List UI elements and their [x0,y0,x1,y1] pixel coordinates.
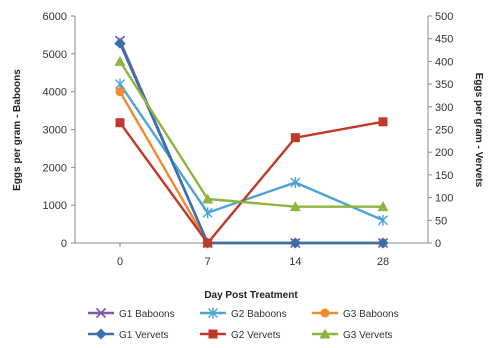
data-point-diamond-marker [114,37,126,49]
x-tick-label: 28 [377,256,389,268]
series-line [119,83,384,222]
data-point-triangle-marker [319,328,331,339]
series-line [119,120,384,245]
legend-label: G3 Vervets [343,330,392,341]
data-point-star-marker [290,176,301,188]
series-g1-baboons [114,35,389,249]
legend-label: G1 Baboons [119,309,175,320]
data-point-triangle-marker [202,193,214,204]
data-point-diamond-marker [377,237,389,249]
x-tick-label: 0 [117,256,123,268]
series-g2-vervets [115,117,388,248]
legend: G1 Baboons G2 Baboons G3 Baboons G1 Vervets… [88,307,399,341]
x-tick-label: 7 [205,256,211,268]
y-tick-label-right: 250 [435,125,453,137]
y-tick-label-right: 0 [435,238,441,250]
data-point-star-marker [378,214,388,226]
y-tick-label-right: 150 [435,170,453,182]
y-tick-label-right: 400 [435,56,453,68]
legend-label: G2 Vervets [231,330,280,341]
data-point-triangle-marker [377,201,389,212]
legend-item: G2 Vervets [200,329,280,341]
data-point-diamond-marker [95,328,107,340]
y-tick-label-right: 300 [435,102,453,114]
y-tick-label-left: 4000 [43,87,67,99]
data-point-square-marker [115,118,125,128]
y-tick-label-left: 6000 [43,11,67,23]
data-point-triangle-marker [289,201,301,212]
data-point-x-marker [95,307,107,319]
data-point-square-marker [203,238,213,248]
series-g1-vervets [114,37,389,249]
data-point-diamond-marker [289,237,301,249]
y-tick-label-left: 2000 [43,162,67,174]
series-group [114,35,389,249]
series-line [118,91,383,245]
legend-label: G3 Baboons [343,309,399,320]
y-tick-label-right: 450 [435,34,453,46]
series-g3-baboons [115,87,388,248]
x-tick-label: 14 [289,256,301,268]
y-tick-label-right: 50 [435,215,447,227]
data-point-star-marker [202,207,213,219]
series-line [118,60,383,208]
data-point-circle-marker [320,308,330,318]
legend-item: G1 Baboons [88,307,175,320]
y-tick-label-left: 3000 [43,125,67,137]
y-tick-label-left: 5000 [43,49,67,61]
data-point-circle-marker [115,87,125,97]
y-tick-label-left: 0 [61,238,67,250]
tick-labels: 0100020003000400050006000050100150200250… [43,11,454,268]
data-point-square-marker [378,117,388,127]
y-tick-label-left: 1000 [43,200,67,212]
axes [74,16,429,244]
y-tick-label-right: 350 [435,79,453,91]
data-point-star-marker [208,307,218,319]
legend-label: G2 Baboons [231,309,287,320]
y-tick-label-right: 500 [435,11,453,23]
y-axis-label-right: Eggs per gram - Vervets [473,73,484,188]
data-point-square-marker [290,133,300,143]
series-line [118,42,383,245]
legend-item: G3 Baboons [312,308,399,320]
y-tick-label-right: 100 [435,193,453,205]
legend-item: G2 Baboons [200,307,287,320]
y-axis-label-left: Eggs per gram - Baboons [12,69,23,191]
x-axis-label: Day Post Treatment [204,290,298,301]
legend-label: G1 Vervets [119,330,168,341]
data-point-square-marker [208,329,218,339]
y-tick-label-right: 200 [435,147,453,159]
legend-item: G3 Vervets [312,328,392,341]
data-point-triangle-marker [114,55,126,66]
series-g3-vervets [114,55,389,212]
legend-item: G1 Vervets [88,328,168,341]
